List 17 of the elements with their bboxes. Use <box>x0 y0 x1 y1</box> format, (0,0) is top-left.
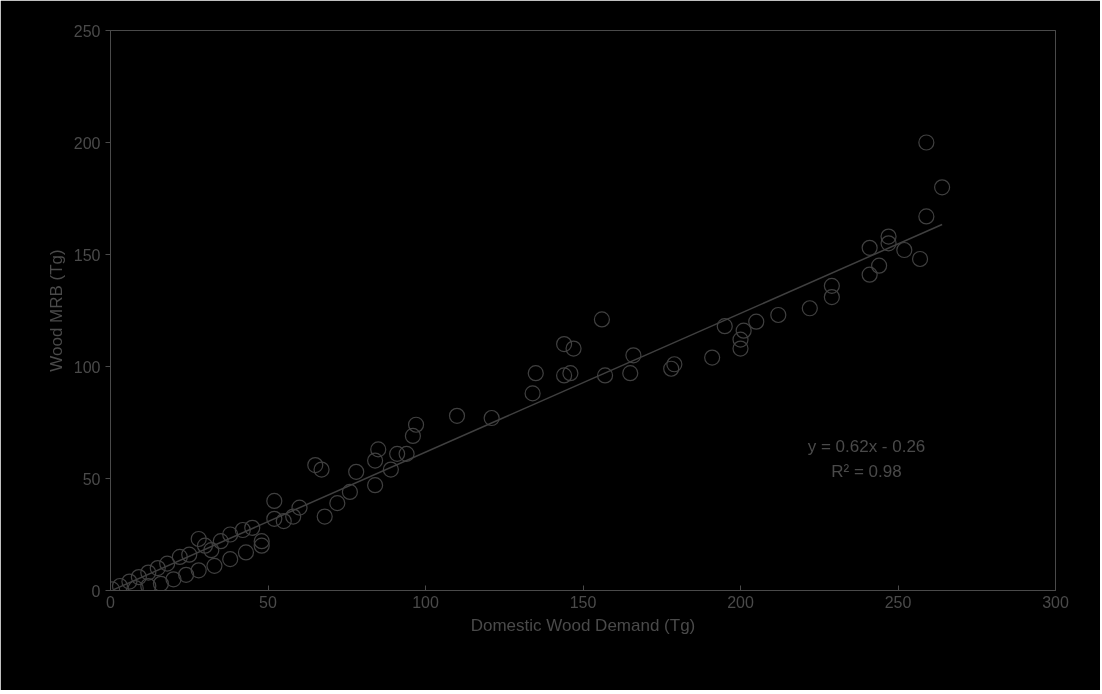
x-tick-label: 250 <box>884 593 912 611</box>
y-tick-label: 250 <box>73 22 101 40</box>
annotation: R² = 0.98 <box>831 462 902 482</box>
y-tick-label: 50 <box>82 470 101 488</box>
x-tick-label: 150 <box>569 593 597 611</box>
x-axis-title: Domestic Wood Demand (Tg) <box>470 615 696 635</box>
x-tick-label: 200 <box>727 593 754 611</box>
y-tick-label: 150 <box>73 246 101 264</box>
x-tick-label: 0 <box>106 593 116 611</box>
x-tick-label: 100 <box>412 593 439 611</box>
y-axis-title: Wood MRB (Tg) <box>46 249 66 372</box>
y-tick-label: 200 <box>73 134 101 152</box>
annotation: y = 0.62x - 0.26 <box>807 437 926 457</box>
x-tick-label: 300 <box>1042 593 1069 611</box>
x-tick-label: 50 <box>259 593 277 611</box>
y-tick-label: 0 <box>91 582 101 600</box>
y-tick-label: 100 <box>73 358 101 376</box>
